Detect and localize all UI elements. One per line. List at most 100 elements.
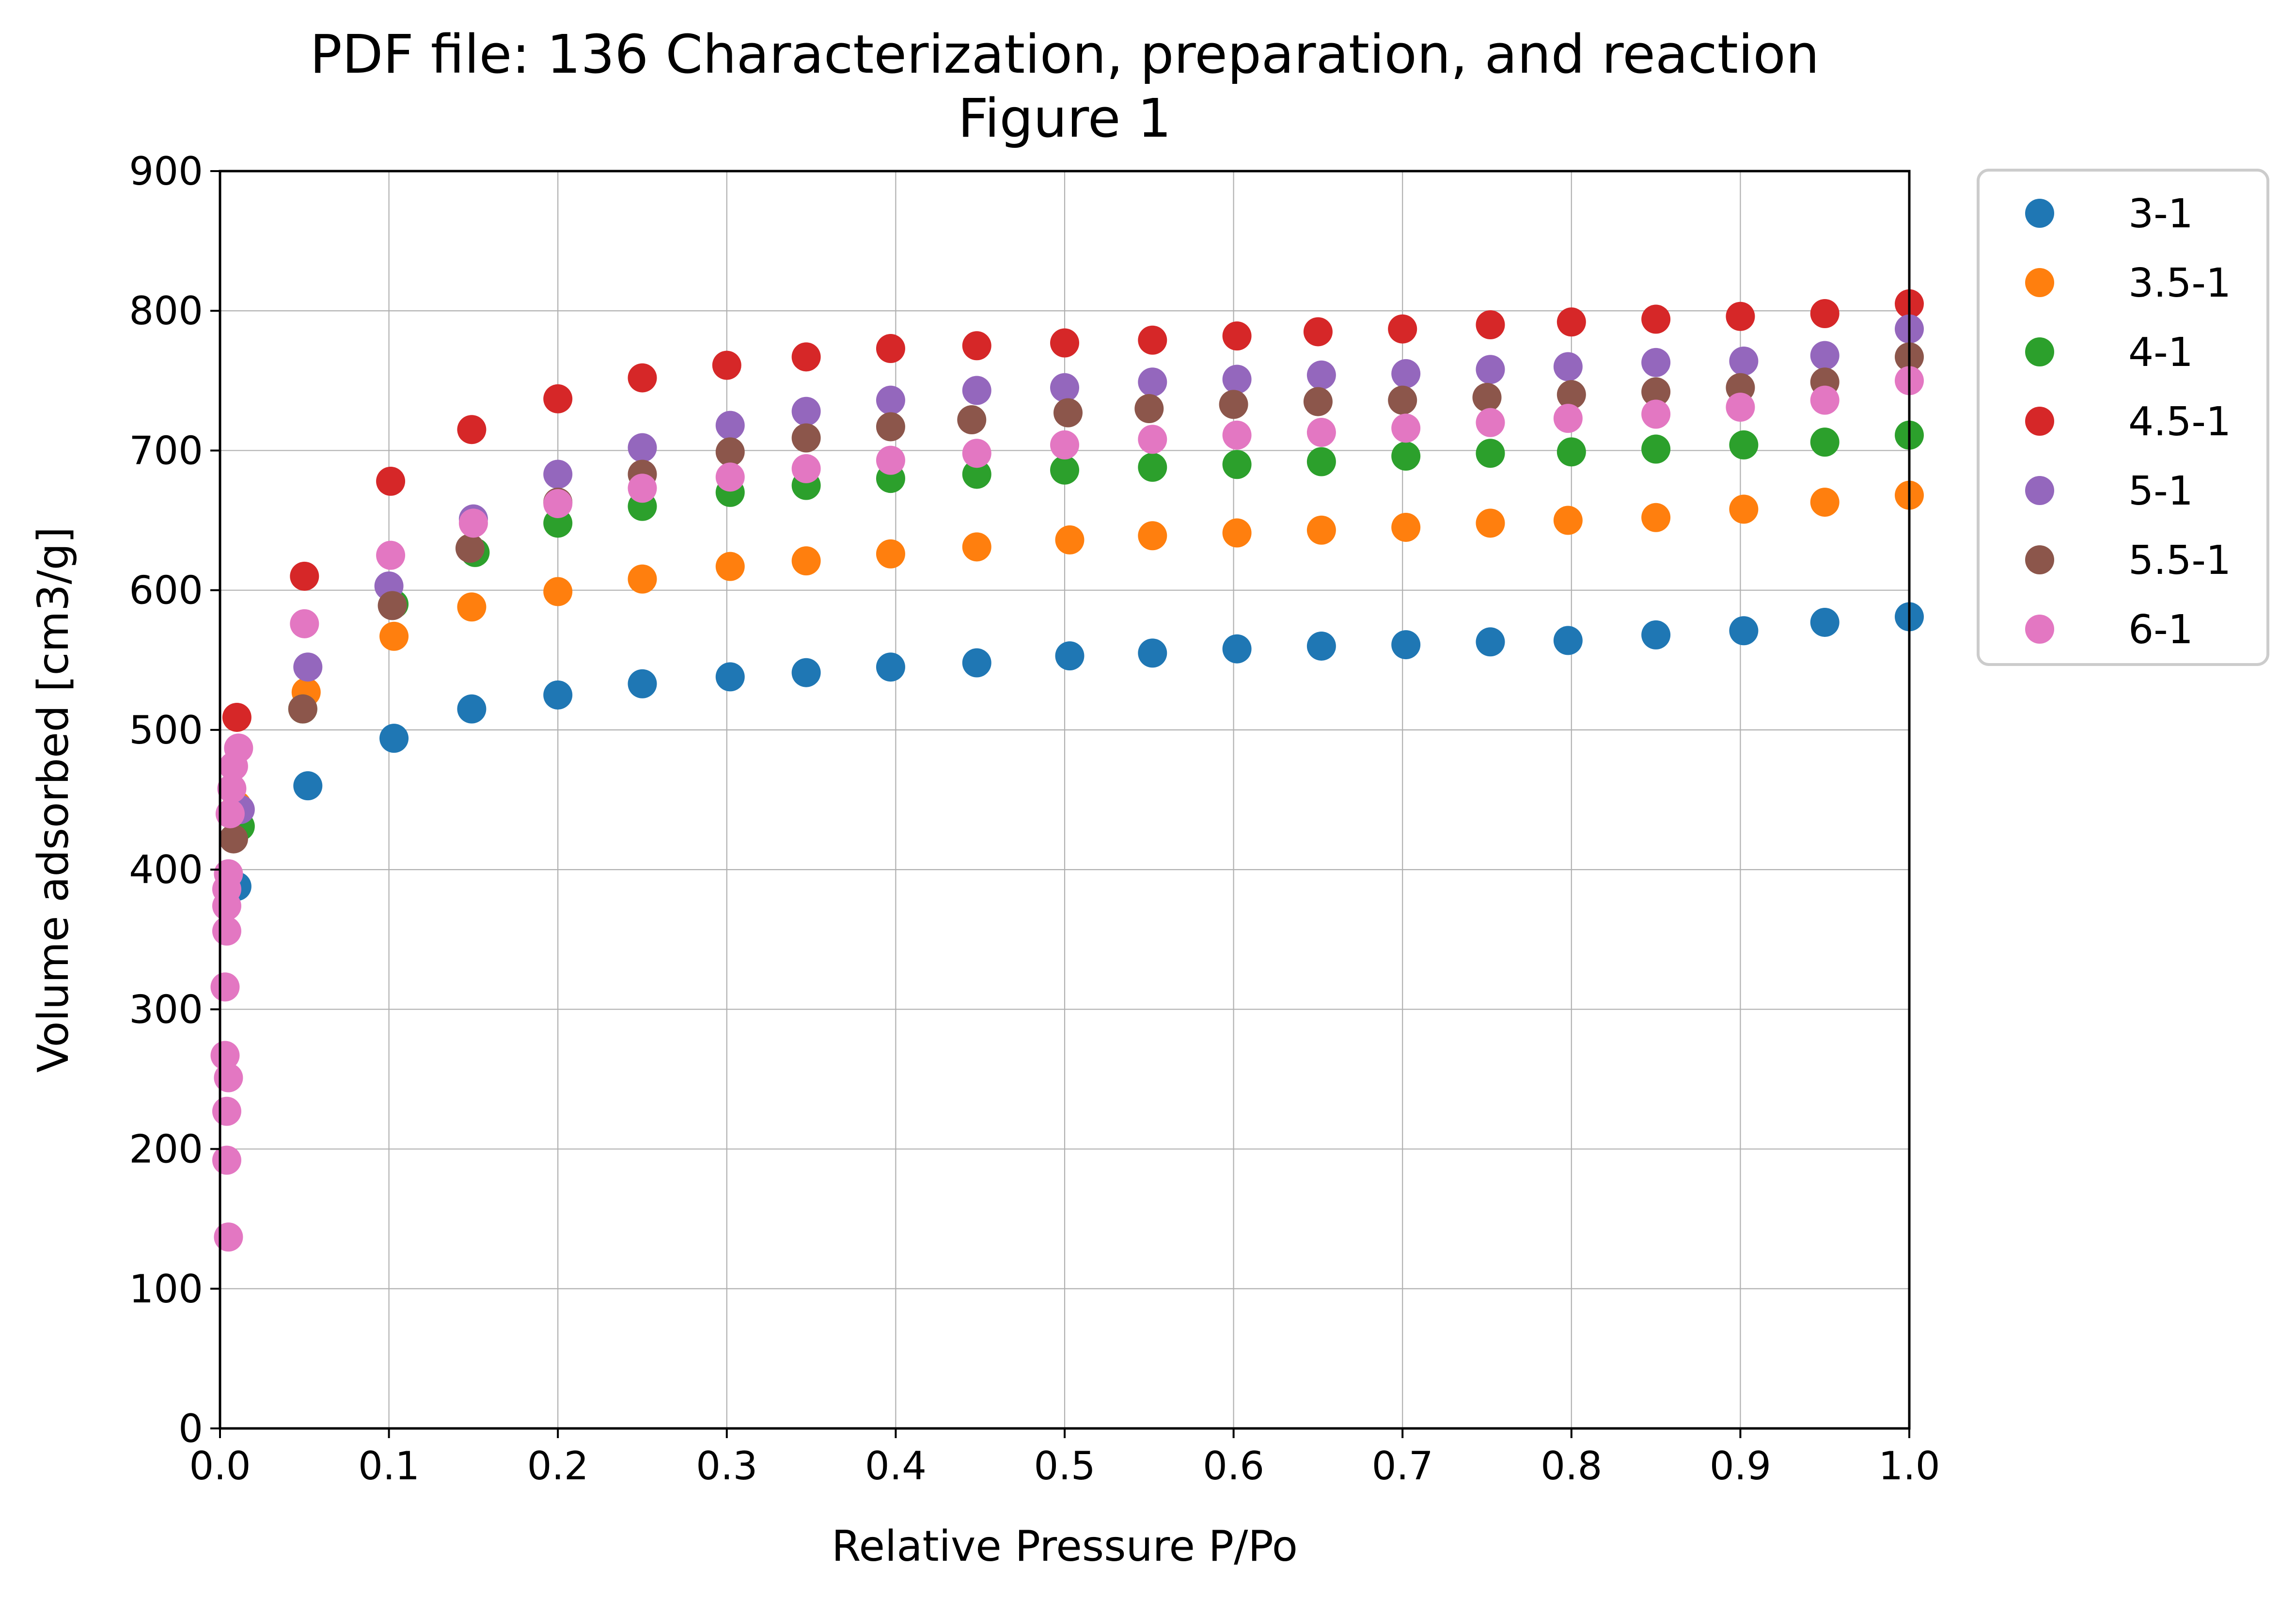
data-point [628,669,657,698]
x-tick-label: 0.4 [865,1443,927,1489]
legend-label: 6-1 [2128,607,2193,653]
data-point [1472,382,1502,412]
data-point [1729,430,1759,459]
data-point [1810,428,1840,457]
data-point [1476,508,1505,538]
data-point [457,415,487,444]
y-tick-label: 200 [129,1127,203,1172]
data-point [1729,494,1759,524]
x-tick-label: 0.0 [189,1443,251,1489]
data-point [1222,420,1252,450]
data-point [1553,626,1583,655]
series-4.5-1 [222,289,1924,732]
data-point [1222,634,1252,664]
data-point [791,658,821,687]
y-tick-label: 400 [129,847,203,892]
data-point [1810,488,1840,517]
legend-label: 4.5-1 [2128,399,2231,445]
data-point [1388,314,1417,344]
data-point [876,385,905,415]
data-point [1138,521,1167,551]
data-point [212,916,241,946]
data-point [293,652,323,682]
data-point [457,694,487,724]
data-point [217,774,247,803]
data-point [210,972,240,1002]
legend-marker [2025,337,2054,366]
data-point [1726,393,1755,422]
data-point [543,459,573,489]
data-point [876,445,905,475]
y-tick-label: 700 [129,428,203,473]
data-point [222,702,252,732]
y-tick-label: 500 [129,708,203,753]
data-point [715,437,745,467]
data-point [1219,390,1248,419]
data-point [1053,398,1083,428]
data-point [791,342,821,372]
data-point [876,412,905,442]
chart-title: PDF file: 136 Characterization, preparat… [310,23,1820,85]
data-point [962,532,991,562]
data-point [290,561,319,591]
legend-item: 4.5-1 [2025,399,2231,445]
data-point [791,396,821,426]
x-tick-label: 0.6 [1203,1443,1264,1489]
data-point [1138,453,1167,482]
data-point [962,459,991,489]
data-point [628,363,657,393]
legend-marker [2025,407,2054,436]
data-point [1050,455,1079,485]
data-point [543,384,573,413]
data-point [376,466,406,496]
data-point [1306,515,1336,545]
legend-label: 5-1 [2128,468,2193,514]
data-point [1306,417,1336,447]
data-point [715,662,745,692]
x-tick-label: 0.2 [527,1443,589,1489]
data-point [1729,616,1759,646]
data-point [1222,450,1252,479]
data-point [962,376,991,405]
y-tick-label: 600 [129,568,203,613]
data-point [458,508,488,538]
legend-item: 6-1 [2025,607,2193,653]
data-point [212,1096,241,1126]
data-point [1303,387,1333,416]
data-point [1391,630,1421,660]
data-point [1138,638,1167,668]
data-point [1388,385,1417,415]
data-point [1476,310,1505,340]
legend-item: 5.5-1 [2025,538,2231,584]
data-point [1476,439,1505,468]
data-point [962,331,991,361]
x-tick-label: 0.1 [358,1443,420,1489]
data-point [628,474,657,503]
data-point [628,433,657,462]
data-point [962,439,991,468]
legend-item: 5-1 [2025,468,2193,514]
data-point [791,546,821,576]
data-point [288,694,317,724]
data-point [1391,512,1421,542]
data-point [219,824,248,854]
data-point [1306,360,1336,390]
legend-label: 3.5-1 [2128,260,2231,306]
data-point [957,405,987,435]
legend-item: 4-1 [2025,330,2193,376]
data-point [1303,317,1333,347]
data-points [210,289,1924,1252]
series-5-1 [225,314,1924,824]
data-point [379,724,409,753]
data-point [1476,627,1505,657]
data-point [1641,399,1671,429]
data-point [876,652,905,682]
data-point [543,489,573,518]
data-point [215,799,245,828]
data-point [1810,607,1840,637]
data-point [1810,341,1840,370]
data-point [379,621,409,651]
data-point [1726,301,1755,331]
data-point [377,591,407,620]
data-point [1553,506,1583,535]
